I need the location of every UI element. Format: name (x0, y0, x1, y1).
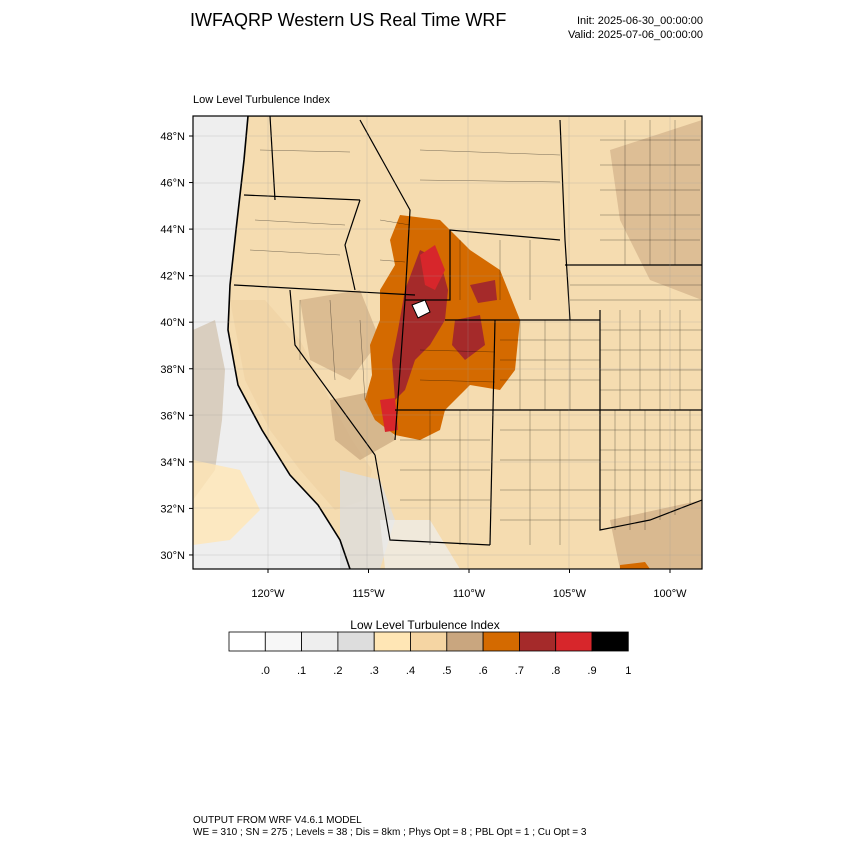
lon-label: 105°W (553, 588, 587, 600)
moderate-patch-nv (300, 290, 380, 380)
offshore-patch (193, 320, 225, 500)
very-high-wyoming (470, 280, 497, 303)
colorbar-tick-label: .0 (261, 665, 270, 677)
pacific-ocean (193, 116, 350, 569)
lat-label: 34°N (160, 457, 185, 469)
colorbar-swatch (410, 631, 448, 652)
lat-label: 32°N (160, 503, 185, 515)
footer-line-model: OUTPUT FROM WRF V4.6.1 MODEL (193, 815, 362, 826)
field-label: Low Level Turbulence Index (193, 94, 330, 106)
colorbar-swatch (482, 631, 520, 652)
colorbar-tick-label: .7 (515, 665, 524, 677)
lat-label: 42°N (160, 271, 185, 283)
colorbar-swatch (555, 631, 593, 652)
colorbar-tick-label: .9 (587, 665, 596, 677)
figure-title: IWFAQRP Western US Real Time WRF (190, 10, 507, 30)
lon-label: 115°W (352, 588, 385, 600)
colorbar: .0 .1 .2 .3 .4 .5 .6 .7 .8 .9 1 (228, 631, 631, 677)
model-footer: OUTPUT FROM WRF V4.6.1 MODEL WE = 310 ; … (193, 815, 586, 839)
colorbar-swatch (337, 631, 375, 652)
lat-label: 30°N (160, 550, 185, 562)
moderate-patch-texas (610, 500, 702, 569)
california-region (230, 300, 372, 510)
lat-label: 38°N (160, 364, 185, 376)
lon-label: 110°W (453, 588, 486, 600)
very-high-colorado (452, 315, 485, 360)
colorbar-swatch (373, 631, 411, 652)
lon-label: 100°W (653, 588, 687, 600)
colorbar-tick-label: .8 (551, 665, 560, 677)
colorbar-swatch (519, 631, 557, 652)
lat-label: 44°N (160, 224, 185, 236)
graticule (193, 116, 702, 569)
latitude-axis: 48°N 46°N 44°N 42°N 40°N 38°N 36°N 34°N 32°N 30°N (160, 131, 193, 562)
colorbar-tick-label: .2 (333, 665, 342, 677)
colorbar-swatch (301, 631, 339, 652)
lat-label: 40°N (160, 317, 185, 329)
county-boundaries (249, 120, 702, 545)
colorbar-tick-label: .5 (442, 665, 451, 677)
desert-low-region (340, 470, 395, 569)
state-boundaries (233, 116, 702, 546)
colorbar-title: Low Level Turbulence Index (350, 618, 500, 632)
colorbar-swatch (264, 631, 302, 652)
lat-label: 48°N (160, 131, 185, 143)
run-times: Init: 2025-06-30_00:00:00 Valid: 2025-07… (568, 14, 703, 42)
longitude-axis: 120°W 115°W 110°W 105°W 100°W (251, 569, 687, 600)
high-turbulence-se (620, 562, 650, 569)
colorbar-swatch (446, 631, 484, 652)
great-salt-lake (411, 299, 431, 319)
extreme-core-north (420, 245, 445, 290)
lat-label: 36°N (160, 410, 185, 422)
colorbar-tick-label: .6 (479, 665, 488, 677)
offshore-patch-south (193, 460, 260, 545)
valid-time: Valid: 2025-07-06_00:00:00 (568, 29, 703, 41)
lat-label: 46°N (160, 178, 185, 190)
colorbar-tick-label: 1 (625, 665, 631, 677)
colorbar-tick-label: .4 (406, 665, 415, 677)
colorbar-swatch (228, 631, 266, 652)
footer-line-config: WE = 310 ; SN = 275 ; Levels = 38 ; Dis … (193, 827, 587, 838)
colorbar-tick-label: .3 (370, 665, 379, 677)
lon-label: 120°W (251, 588, 285, 600)
sonora-low-region (380, 520, 460, 569)
colorbar-swatch (591, 631, 629, 652)
colorbar-tick-label: .1 (297, 665, 306, 677)
map-frame (192, 115, 703, 570)
init-time: Init: 2025-06-30_00:00:00 (577, 15, 703, 27)
coastline (227, 116, 351, 569)
